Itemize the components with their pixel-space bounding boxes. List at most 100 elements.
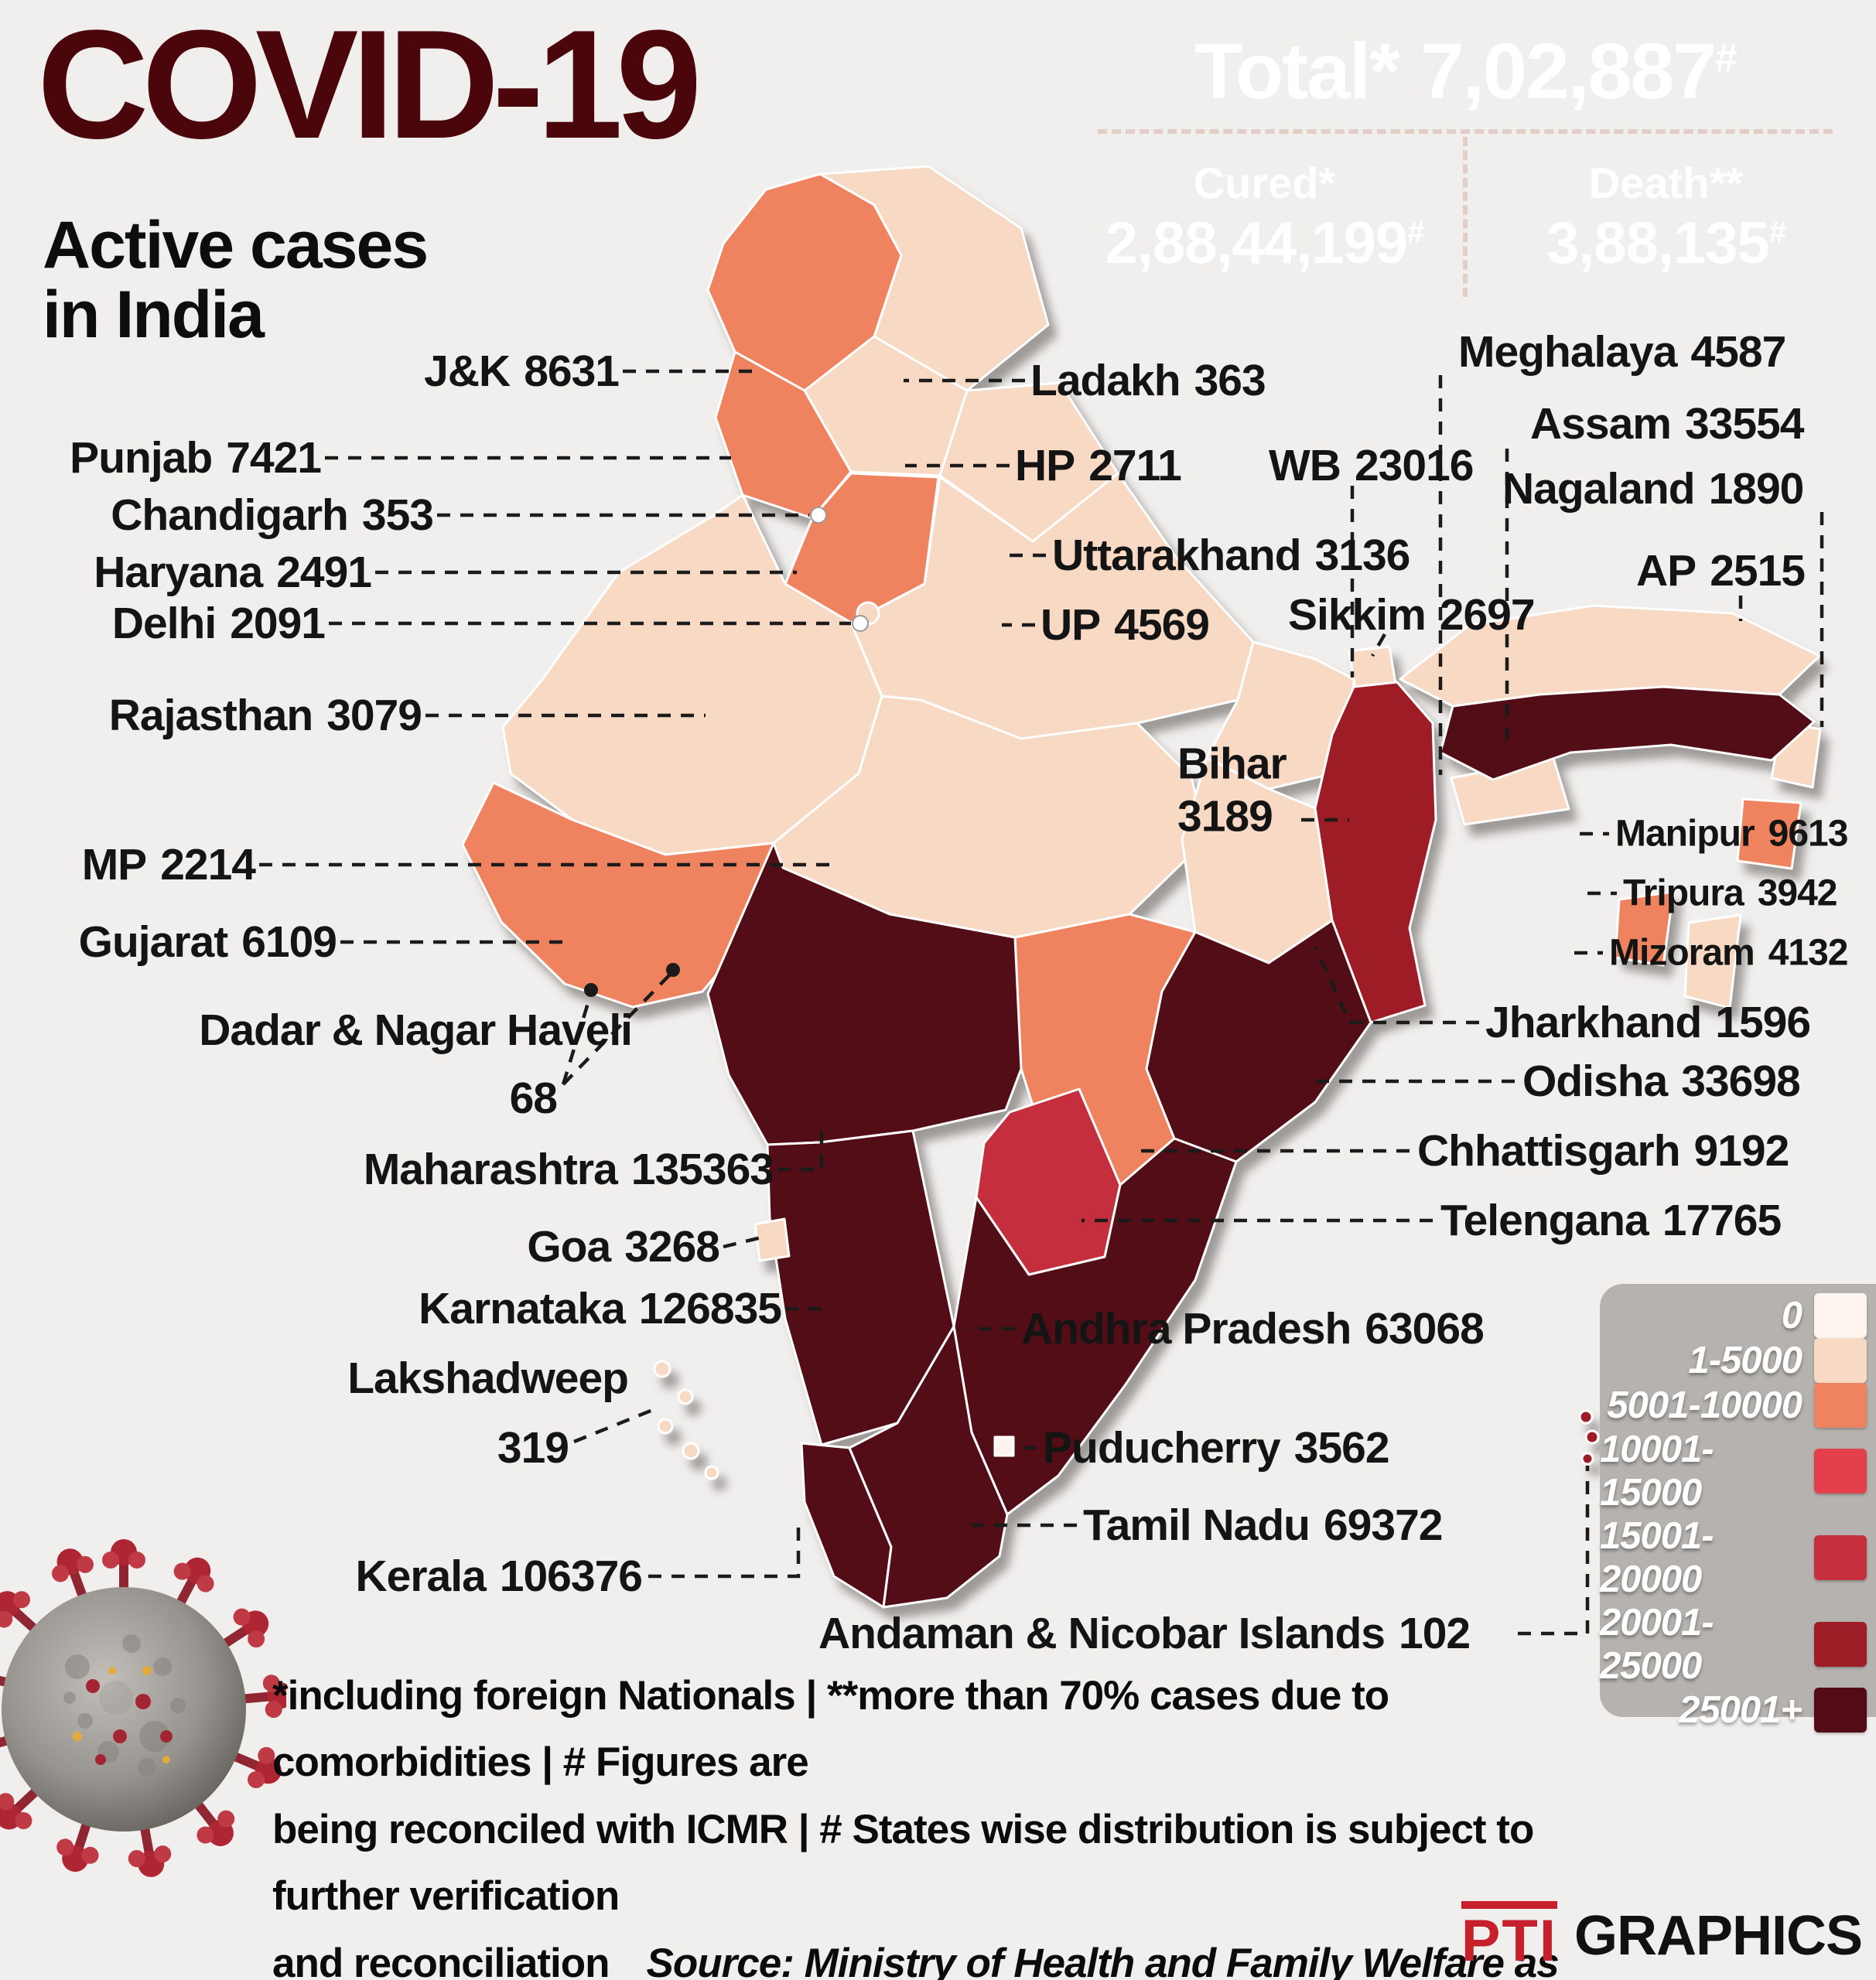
label-tripura: Tripura 3942 — [1623, 872, 1837, 914]
label-up: UP 4569 — [1041, 600, 1210, 650]
leader-lakshadweep — [573, 1407, 655, 1444]
label-goa: Goa 3268 — [527, 1222, 720, 1272]
legend-row: 10001-15000 — [1600, 1428, 1867, 1514]
page-subtitle: Active cases in India — [43, 208, 429, 353]
leader-jharkhand — [1313, 947, 1479, 1025]
islands-lakshadweep — [653, 1360, 671, 1378]
totals-divider — [1098, 129, 1833, 134]
label-chandigarh: Chandigarh 353 — [111, 490, 434, 540]
label-karnataka: Karnataka 126835 — [419, 1284, 782, 1333]
virus-red-dots — [86, 1679, 173, 1765]
islands-lakshadweep — [677, 1388, 694, 1405]
virus-yellow-dots — [73, 1666, 170, 1763]
islands-lakshadweep — [704, 1465, 719, 1480]
legend-row: 1-5000 — [1600, 1338, 1867, 1383]
label-delhi: Delhi 2091 — [111, 599, 326, 648]
legend-swatch — [1814, 1383, 1867, 1428]
legend-swatch — [1814, 1622, 1867, 1667]
legend-swatch — [1814, 1338, 1867, 1383]
label-gujarat: Gujarat 6109 — [78, 917, 337, 967]
virus-body — [2, 1587, 246, 1832]
label-nagaland: Nagaland 1890 — [1502, 464, 1804, 514]
virus-texture — [63, 1634, 186, 1777]
label-puducherry: Puducherry 3562 — [1043, 1423, 1390, 1473]
total-label: Total* — [1194, 27, 1400, 115]
dot-chandigarh — [810, 507, 827, 524]
footnotes: *including foreign Nationals | **more th… — [272, 1663, 1572, 1980]
coronavirus-illustration — [0, 1539, 286, 1877]
label-arunachal: AP 2515 — [1636, 546, 1806, 596]
subtitle-line-1: Active cases — [43, 208, 429, 282]
dot-dnh-2 — [666, 963, 680, 977]
leader-lines — [259, 369, 1824, 1636]
state-assam — [1439, 685, 1816, 781]
legend-swatch — [1814, 1293, 1867, 1338]
islands-andaman — [1578, 1409, 1594, 1425]
leader-andaman — [1518, 1466, 1590, 1636]
label-chhattisgarh: Chhattisgarh 9192 — [1417, 1126, 1789, 1176]
label-andaman: Andaman & Nicobar Islands 102 — [818, 1609, 1471, 1658]
cured-block: Cured* 2,88,44,199# — [1066, 137, 1468, 297]
label-ladakh: Ladakh 363 — [1030, 356, 1266, 405]
state-mizoram — [1683, 913, 1742, 1009]
leader-goa — [723, 1235, 762, 1249]
label-maharashtra: Maharashtra 135363 — [363, 1145, 774, 1194]
page-title: COVID-19 — [37, 0, 702, 171]
label-jk: J&K 8631 — [424, 346, 620, 396]
label-tamilnadu: Tamil Nadu 69372 — [1083, 1500, 1443, 1550]
leader-sikkim — [1371, 633, 1386, 657]
death-value: 3,88,135# — [1546, 210, 1786, 276]
label-telengana: Telengana 17765 — [1440, 1196, 1782, 1245]
footnote-line-2: being reconciled with ICMR | # States wi… — [272, 1806, 1534, 1920]
source-note: Source: Ministry of Health and Family We… — [646, 1940, 1560, 1980]
label-assam: Assam 33554 — [1530, 399, 1804, 449]
label-jharkhand: Jharkhand 1596 — [1485, 998, 1811, 1047]
state-goa — [753, 1217, 791, 1262]
total-hash: # — [1714, 36, 1738, 80]
total-line: Total* 7,02,887# — [1194, 26, 1738, 117]
label-punjab: Punjab 7421 — [70, 433, 322, 483]
label-meghalaya: Meghalaya 4587 — [1458, 327, 1786, 377]
label-andhra: Andhra Pradesh 63068 — [1021, 1304, 1485, 1354]
label-mizoram: Mizoram 4132 — [1609, 932, 1848, 974]
legend-swatch — [1814, 1688, 1867, 1732]
total-value: 7,02,887 — [1420, 27, 1717, 115]
label-bihar: Bihar 3189 — [1177, 739, 1287, 842]
legend: 0 1-5000 5001-10000 10001-15000 15001-20… — [1600, 1284, 1876, 1732]
label-lakshadweep-value: 319 — [497, 1423, 569, 1473]
leader-kerala — [648, 1519, 801, 1579]
cured-label: Cured* — [1193, 158, 1336, 207]
state-jammu-kashmir — [706, 172, 903, 392]
death-block: Death** 3,88,135# — [1468, 137, 1864, 297]
leader-maharashtra — [777, 1125, 824, 1172]
state-odisha — [1145, 919, 1372, 1163]
legend-row: 15001-20000 — [1600, 1514, 1867, 1601]
label-haryana: Haryana 2491 — [94, 548, 372, 597]
islands-lakshadweep — [682, 1442, 700, 1460]
state-manipur — [1736, 797, 1803, 870]
death-label: Death** — [1588, 158, 1744, 207]
label-hp: HP 2711 — [1015, 441, 1182, 490]
state-tripura — [1614, 890, 1675, 967]
legend-row: 0 — [1600, 1293, 1867, 1338]
pti-logo: PTI — [1461, 1901, 1557, 1971]
legend-row: 25001+ — [1600, 1688, 1867, 1732]
cured-value: 2,88,44,199# — [1105, 210, 1425, 276]
label-wb: WB 23016 — [1269, 441, 1474, 490]
legend-swatch — [1814, 1535, 1867, 1580]
dot-delhi — [852, 615, 869, 632]
label-odisha: Odisha 33698 — [1522, 1057, 1801, 1106]
virus-spikes — [0, 1539, 286, 1877]
subtitle-line-2: in India — [43, 278, 265, 353]
label-dnh-value: 68 — [509, 1074, 558, 1123]
footnote-line-1: *including foreign Nationals | **more th… — [272, 1673, 1389, 1786]
islands-lakshadweep — [657, 1418, 674, 1435]
credit: PTI GRAPHICS — [1461, 1901, 1863, 1971]
legend-row: 20001-25000 — [1600, 1601, 1867, 1688]
label-lakshadweep-name: Lakshadweep — [347, 1354, 629, 1403]
dot-dnh-1 — [584, 983, 598, 997]
footnote-line-3: and reconciliation Source: Ministry of He… — [272, 1930, 1572, 1980]
marker-dots — [584, 507, 869, 997]
